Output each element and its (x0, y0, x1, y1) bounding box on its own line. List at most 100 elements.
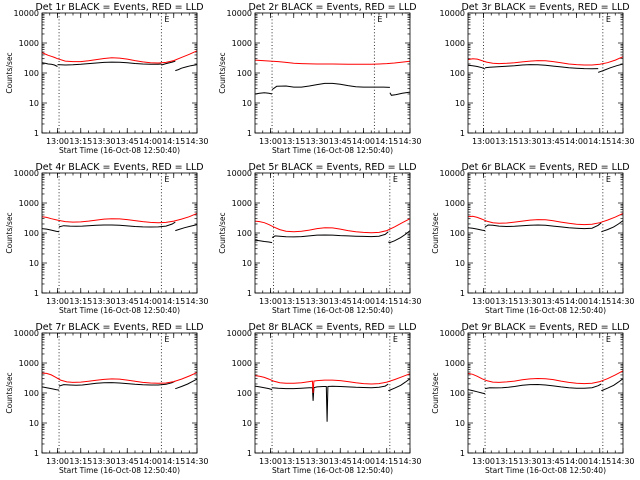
x-tick-label: 14:30 (611, 457, 634, 466)
y-tick-label: 10000 (440, 169, 465, 178)
panel-title: Det 4r BLACK = Events, RED = LLD (35, 162, 203, 173)
x-axis-label: Start Time (16-Oct-08 12:50:40) (485, 466, 606, 475)
x-tick-label: 14:15 (162, 297, 185, 306)
axis-frame (41, 332, 198, 454)
x-tick-label: 13:15 (495, 137, 518, 146)
x-tick-label: 14:00 (565, 457, 588, 466)
x-tick-label: 14:15 (375, 457, 398, 466)
legend-e-label: E (606, 335, 611, 344)
panel-title: Det 6r BLACK = Events, RED = LLD (461, 162, 629, 173)
x-tick-label: 14:30 (185, 137, 208, 146)
events-series-line (467, 227, 486, 232)
y-tick-label: 1000 (232, 199, 252, 208)
y-tick-label: 1000 (19, 199, 39, 208)
y-tick-label: 1000 (445, 39, 465, 48)
y-tick-label: 1000 (232, 359, 252, 368)
lld-series-line (254, 218, 411, 234)
y-tick-label: 10000 (440, 329, 465, 338)
x-tick-label: 13:30 (518, 137, 541, 146)
axis-frame (41, 172, 198, 294)
events-series-line (175, 224, 198, 232)
y-tick-label: 100 (24, 389, 39, 398)
x-tick-label: 13:15 (69, 137, 92, 146)
x-tick-label: 13:30 (92, 297, 115, 306)
detector-panel: Det 9r BLACK = Events, RED = LLD 1 10 100 10… (431, 322, 635, 475)
events-series-line (254, 92, 273, 95)
x-tick-label: 14:15 (162, 457, 185, 466)
x-tick-label: 14:15 (588, 297, 611, 306)
lld-series-line (254, 59, 411, 65)
events-series-line (175, 64, 198, 72)
x-tick-label: 13:30 (305, 137, 328, 146)
y-tick-label: 10000 (227, 169, 252, 178)
detector-panel: Det 6r BLACK = Events, RED = LLD 1 10 100 10… (431, 162, 635, 315)
detector-panel: Det 1r BLACK = Events, RED = LLD 1 10 100 10… (5, 2, 209, 155)
y-tick-label: 1 (460, 449, 465, 458)
lld-series-line (41, 50, 198, 64)
y-tick-label: 1000 (445, 359, 465, 368)
events-series-line (272, 383, 389, 422)
detector-panel: Det 7r BLACK = Events, RED = LLD 1 10 100 10… (5, 322, 209, 475)
lld-series-line (254, 373, 411, 394)
y-tick-label: 100 (24, 229, 39, 238)
x-tick-label: 13:30 (305, 297, 328, 306)
axis-frame (254, 332, 411, 454)
events-series-line (41, 62, 58, 67)
events-series-line (601, 220, 624, 233)
x-tick-label: 14:15 (162, 137, 185, 146)
x-tick-label: 13:45 (542, 137, 565, 146)
lld-series-line (41, 212, 198, 224)
y-tick-label: 1 (247, 129, 252, 138)
x-tick-label: 13:30 (305, 457, 328, 466)
y-tick-label: 10 (242, 259, 252, 268)
axis-frame (467, 12, 624, 134)
x-axis-label: Start Time (16-Oct-08 12:50:40) (59, 466, 180, 475)
lld-series-line (467, 370, 624, 385)
events-series-line (254, 239, 273, 244)
y-tick-label: 100 (450, 229, 465, 238)
legend-e-label: E (164, 15, 169, 24)
events-series-line (58, 380, 176, 387)
x-tick-label: 14:00 (139, 457, 162, 466)
axis-frame (254, 172, 411, 294)
x-tick-label: 14:00 (139, 297, 162, 306)
axis-frame (467, 172, 624, 294)
y-tick-label: 10000 (14, 169, 39, 178)
events-series-line (175, 378, 198, 390)
y-tick-label: 1 (460, 129, 465, 138)
y-tick-label: 10000 (227, 329, 252, 338)
x-tick-label: 14:15 (588, 137, 611, 146)
panel-title: Det 1r BLACK = Events, RED = LLD (35, 2, 203, 13)
y-tick-label: 10000 (440, 9, 465, 18)
axis-frame (41, 12, 198, 134)
y-tick-label: 10000 (227, 9, 252, 18)
y-axis-label: Counts/sec (431, 372, 440, 413)
y-tick-label: 10000 (14, 329, 39, 338)
events-series-line (41, 386, 60, 391)
events-series-line (41, 228, 60, 233)
x-tick-label: 13:15 (282, 457, 305, 466)
y-tick-label: 10 (29, 419, 39, 428)
y-tick-label: 100 (450, 69, 465, 78)
events-series-line (388, 230, 411, 244)
x-tick-label: 14:30 (611, 137, 634, 146)
x-tick-label: 13:15 (69, 297, 92, 306)
y-tick-label: 10 (29, 99, 39, 108)
x-tick-label: 14:30 (398, 137, 421, 146)
legend-e-label: E (164, 175, 169, 184)
x-tick-label: 13:30 (518, 457, 541, 466)
x-tick-label: 14:00 (565, 137, 588, 146)
y-tick-label: 100 (237, 229, 252, 238)
y-tick-label: 1 (34, 449, 39, 458)
events-series-line (485, 383, 602, 390)
events-series-line (57, 61, 162, 66)
x-tick-label: 14:30 (185, 297, 208, 306)
x-tick-label: 13:45 (116, 137, 139, 146)
detector-panel: Det 5r BLACK = Events, RED = LLD 1 10 100 10… (218, 162, 422, 315)
x-tick-label: 14:00 (139, 137, 162, 146)
panel-title: Det 7r BLACK = Events, RED = LLD (35, 322, 203, 333)
x-tick-label: 13:00 (472, 457, 495, 466)
x-tick-label: 13:30 (518, 297, 541, 306)
detector-panel: Det 8r BLACK = Events, RED = LLD 1 10 100 10… (227, 322, 422, 475)
y-tick-label: 1 (34, 129, 39, 138)
